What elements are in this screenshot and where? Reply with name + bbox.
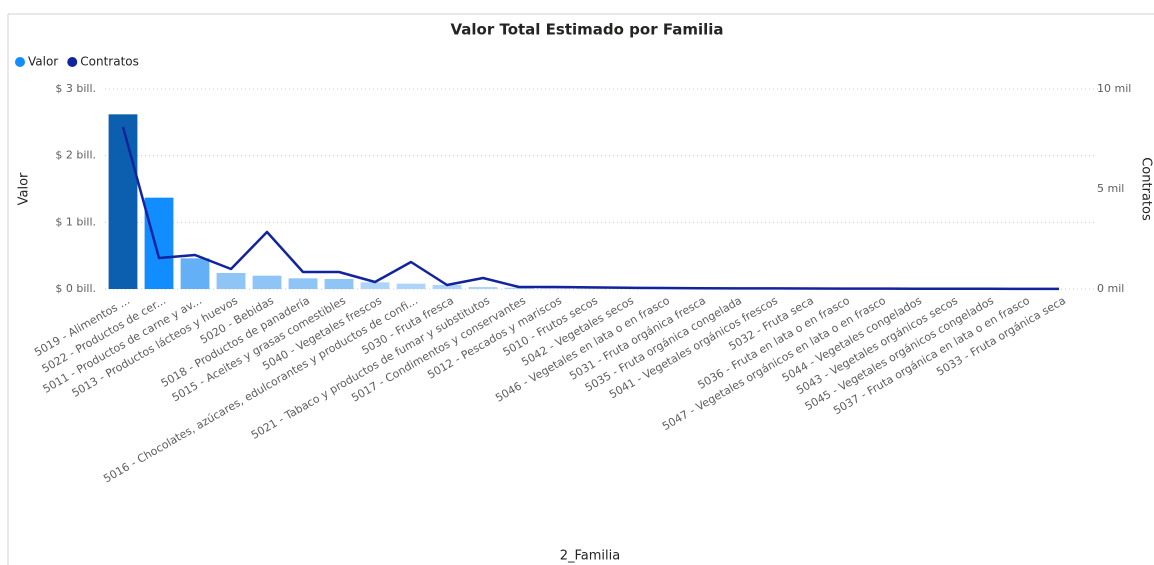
chart-title: Valor Total Estimado por Familia [450, 21, 723, 39]
legend-label: Contratos [80, 55, 139, 69]
x-axis-title: 2_Familia [560, 549, 621, 564]
y-axis-title: Valor [17, 172, 32, 205]
bar [324, 279, 354, 289]
bar [108, 114, 138, 289]
bar [540, 288, 570, 289]
y-tick-label: $ 3 bill. [55, 82, 96, 95]
y2-tick-label: 5 mil [1097, 182, 1124, 195]
y-tick-label: $ 0 bill. [55, 282, 96, 295]
legend-marker [67, 57, 78, 67]
bar [252, 275, 282, 289]
y2-tick-label: 0 mil [1097, 282, 1124, 295]
legend-marker [15, 57, 25, 67]
y2-axis-title: Contratos [1139, 157, 1154, 221]
bar [288, 278, 318, 289]
bar [180, 258, 210, 289]
bar [432, 285, 462, 289]
legend-label: Valor [28, 55, 58, 69]
bar [504, 287, 534, 289]
y-tick-label: $ 1 bill. [55, 215, 96, 228]
y-tick-label: $ 2 bill. [55, 149, 96, 162]
bar [216, 273, 246, 289]
bar [396, 283, 426, 289]
bar [144, 197, 174, 289]
bar [468, 287, 498, 289]
line [121, 126, 1059, 291]
bar [360, 282, 390, 289]
y2-tick-label: 10 mil [1097, 82, 1131, 95]
